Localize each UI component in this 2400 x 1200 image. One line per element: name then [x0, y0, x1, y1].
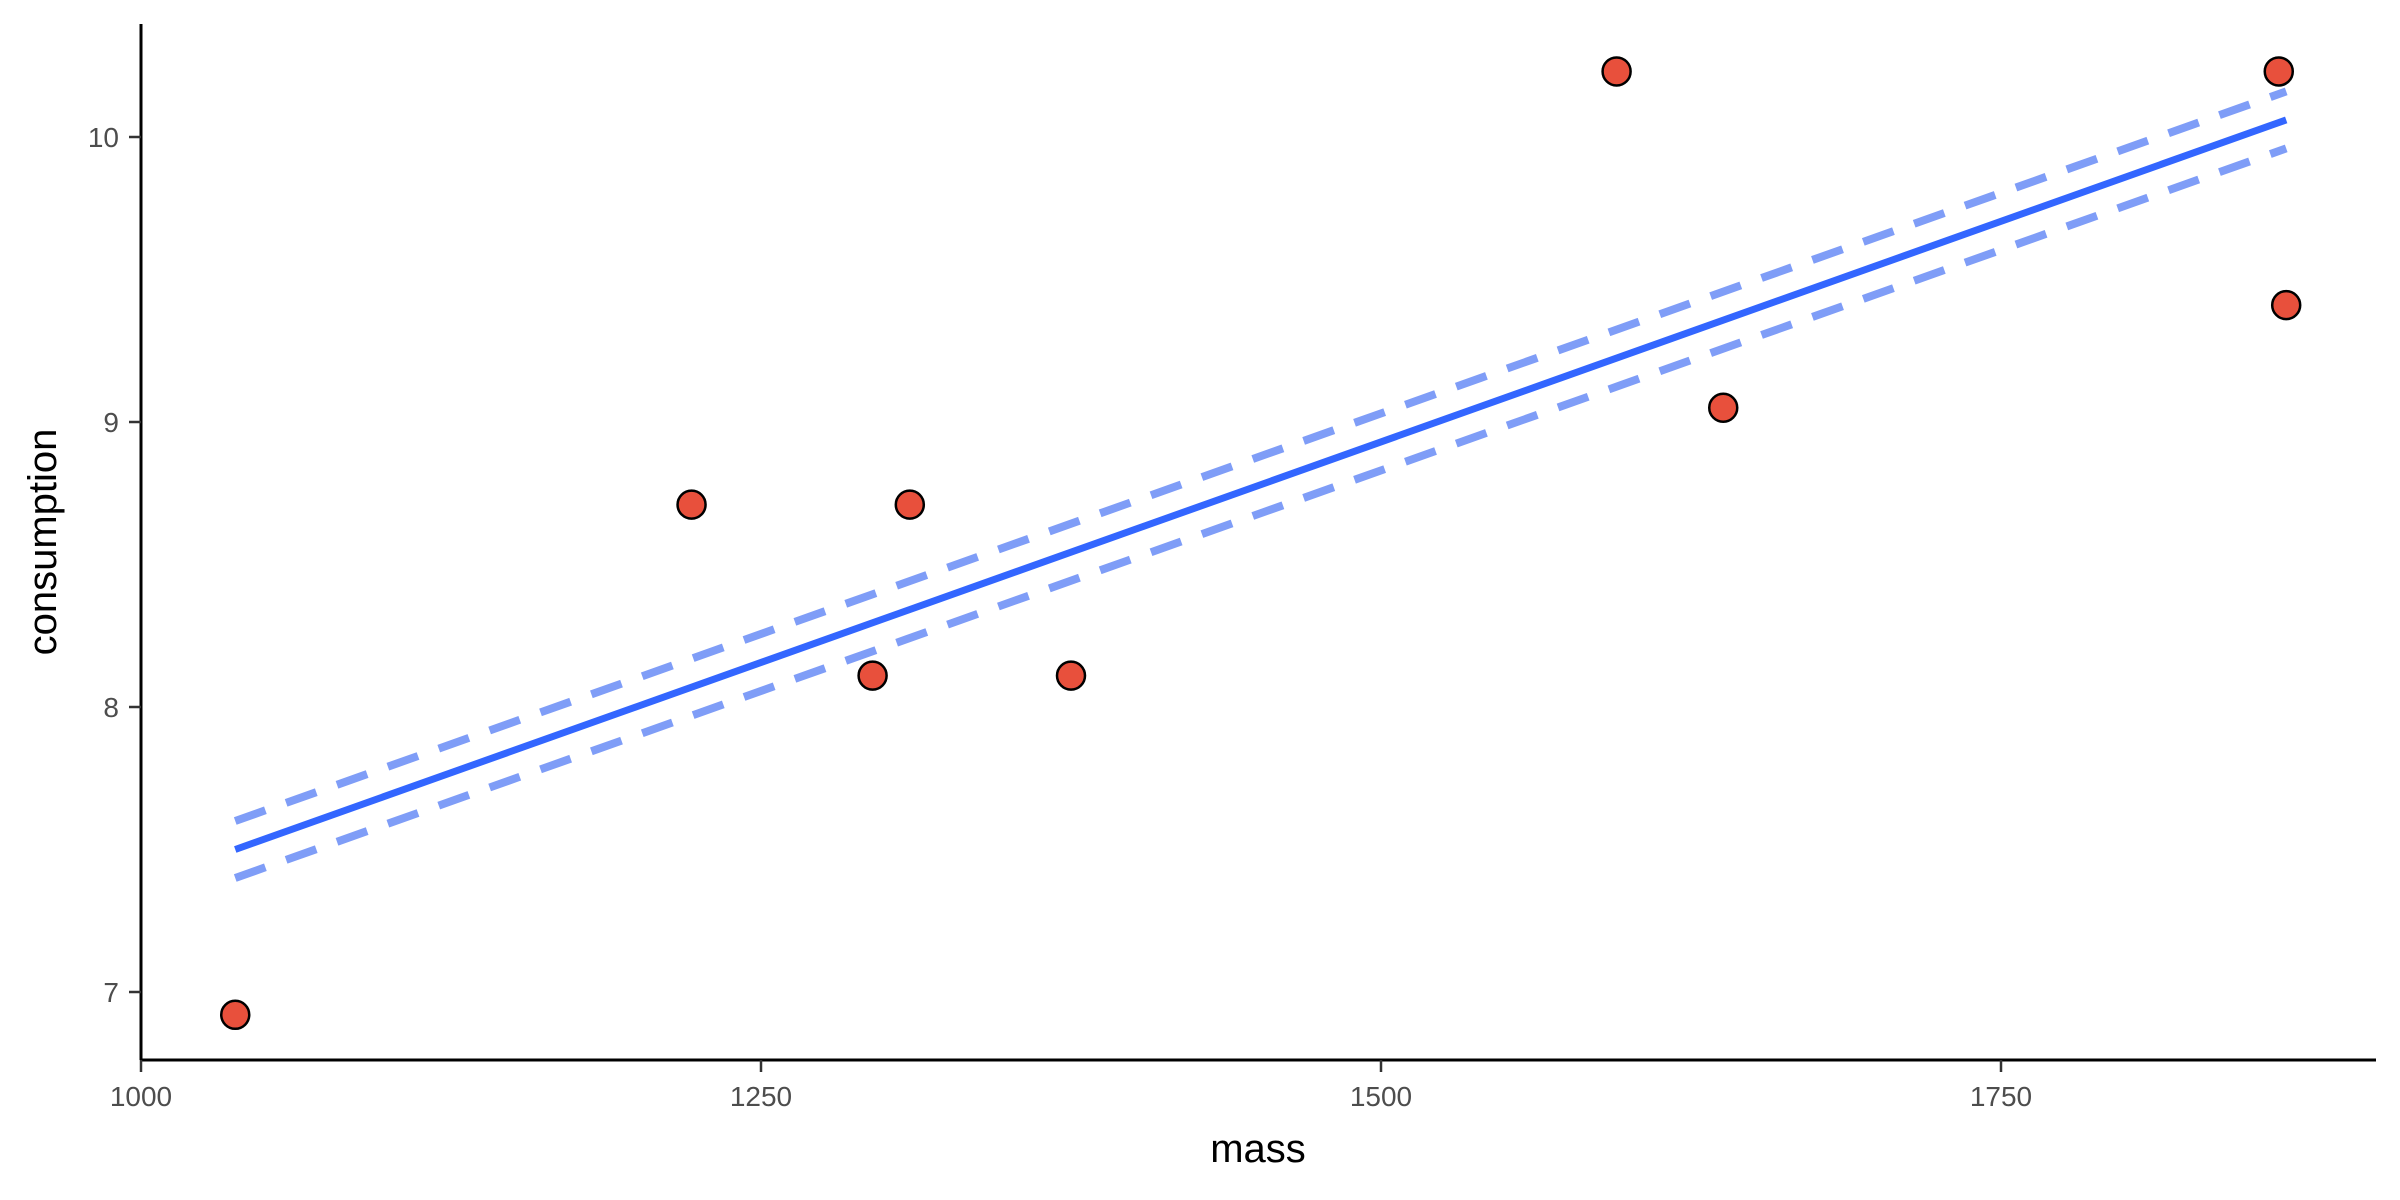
data-point	[1601, 56, 1632, 87]
y-tick-label: 10	[88, 122, 119, 153]
data-point	[2263, 56, 2295, 87]
data-point	[857, 660, 888, 691]
confidence-band-lower	[233, 144, 2288, 882]
data-point	[1707, 392, 1739, 423]
x-tick-label: 1500	[1350, 1081, 1412, 1112]
regression-line-layer	[234, 116, 2288, 853]
data-point	[219, 999, 251, 1031]
y-axis-ticks: 7 8 9 10	[88, 122, 141, 1008]
data-point	[1055, 660, 1087, 691]
y-tick-label: 7	[103, 977, 119, 1008]
y-tick-label: 8	[103, 692, 119, 723]
x-tick-label: 1000	[110, 1081, 172, 1112]
data-point	[2270, 289, 2302, 321]
y-tick-label: 9	[103, 407, 119, 438]
x-axis-ticks: 1000 1250 1500 1750	[110, 1060, 2032, 1112]
x-tick-label: 1750	[1970, 1081, 2032, 1112]
regression-line	[234, 116, 2288, 853]
confidence-band-lines	[233, 87, 2288, 882]
data-points	[219, 56, 2302, 1031]
x-tick-label: 1250	[730, 1081, 792, 1112]
data-point	[894, 489, 926, 520]
x-axis-title: mass	[1210, 1127, 1306, 1171]
data-point	[676, 489, 707, 520]
y-axis-title: consumption	[21, 429, 65, 656]
confidence-band-upper	[233, 87, 2288, 825]
